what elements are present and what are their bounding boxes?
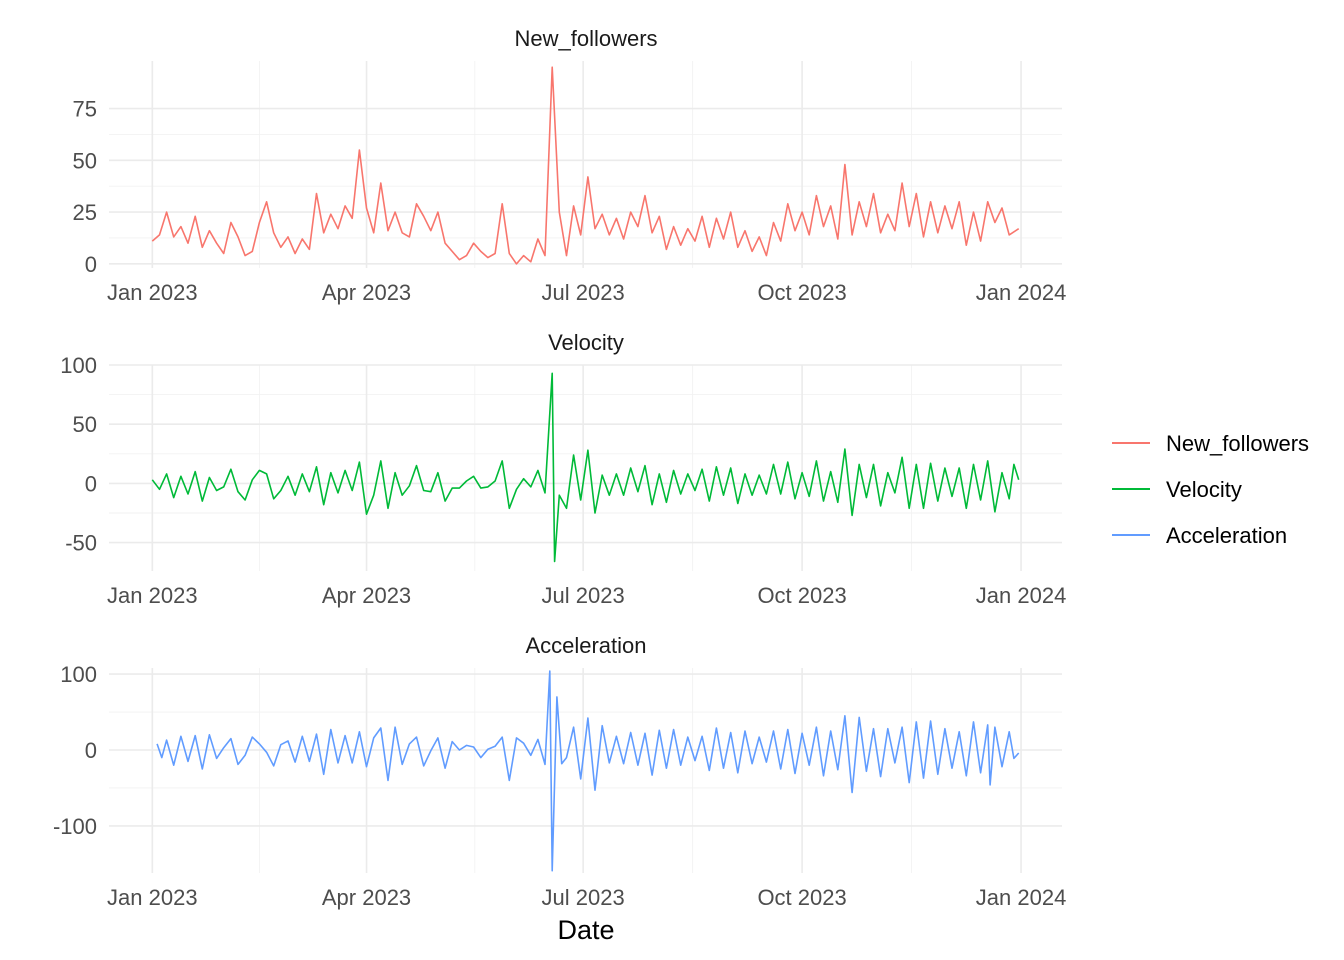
x-tick-label: Oct 2023	[757, 280, 846, 305]
y-tick-label: 75	[73, 97, 97, 122]
x-tick-label: Oct 2023	[757, 885, 846, 910]
series-line-acceleration	[156, 670, 1020, 872]
x-tick-label: Jan 2024	[976, 583, 1067, 608]
legend-label-new-followers: New_followers	[1166, 431, 1309, 456]
panel-title-new-followers: New_followers	[514, 26, 657, 51]
y-tick-label: -100	[53, 814, 97, 839]
panel-new-followers: New_followers	[514, 26, 657, 51]
panel-title-velocity: Velocity	[548, 330, 624, 355]
x-tick-label: Apr 2023	[322, 280, 411, 305]
legend-label-velocity: Velocity	[1166, 477, 1242, 502]
x-tick-label: Apr 2023	[322, 885, 411, 910]
y-tick-label: 0	[85, 252, 97, 277]
panel-velocity: Velocity	[548, 330, 624, 355]
plot-area-new-followers: 0 25 50 75 Jan 2023 Apr 2023 Jul 2023 Oct 2023 J…	[73, 61, 1067, 305]
y-tick-label: 0	[85, 471, 97, 496]
x-tick-label: Jul 2023	[542, 583, 625, 608]
series-line-velocity	[151, 372, 1020, 563]
x-tick-label: Jan 2023	[107, 583, 198, 608]
y-tick-label: 0	[85, 738, 97, 763]
plot-area-velocity: -50 0 50 100 Jan 2023 Apr 2023 Jul 2023 Oct 202…	[60, 353, 1066, 608]
y-tick-label: 25	[73, 200, 97, 225]
legend-label-acceleration: Acceleration	[1166, 523, 1287, 548]
y-tick-label: -50	[65, 531, 97, 556]
y-tick-label: 50	[73, 148, 97, 173]
plot-area-acceleration: -100 0 100 Jan 2023 Apr 2023 Jul 2023 Oct 2023…	[53, 662, 1066, 910]
x-tick-label: Jan 2023	[107, 885, 198, 910]
series-line-new-followers	[151, 66, 1020, 265]
x-tick-label: Oct 2023	[757, 583, 846, 608]
x-tick-label: Jul 2023	[542, 885, 625, 910]
y-tick-label: 50	[73, 412, 97, 437]
y-tick-label: 100	[60, 662, 97, 687]
x-tick-label: Apr 2023	[322, 583, 411, 608]
x-tick-label: Jan 2024	[976, 280, 1067, 305]
x-tick-label: Jan 2024	[976, 885, 1067, 910]
y-tick-label: 100	[60, 353, 97, 378]
x-tick-label: Jan 2023	[107, 280, 198, 305]
legend: New_followers Velocity Acceleration	[1112, 431, 1309, 548]
panel-title-acceleration: Acceleration	[525, 633, 646, 658]
x-axis-title: Date	[557, 915, 614, 945]
panel-acceleration: Acceleration	[525, 633, 646, 658]
x-tick-label: Jul 2023	[542, 280, 625, 305]
